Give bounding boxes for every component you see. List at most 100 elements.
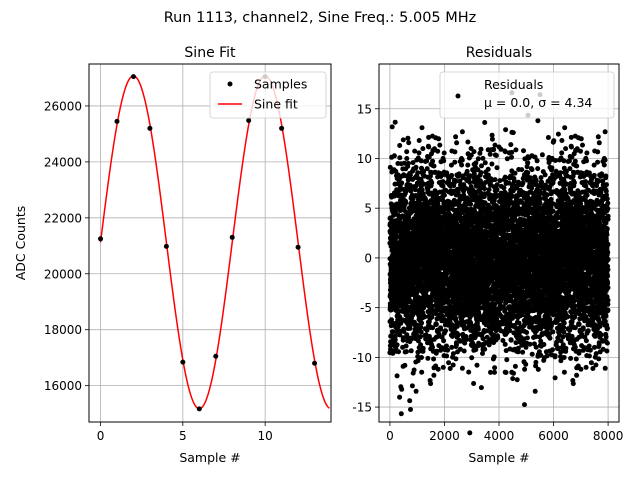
residual-point	[405, 135, 411, 141]
residual-point	[390, 329, 396, 335]
residual-point	[494, 187, 500, 193]
residual-point	[430, 158, 436, 164]
residual-point	[407, 172, 413, 178]
residual-point	[413, 164, 419, 170]
residual-point	[482, 180, 488, 185]
residual-point	[426, 134, 432, 140]
residual-point	[473, 160, 479, 166]
residual-point	[424, 166, 430, 172]
residual-point	[429, 180, 435, 186]
sine-fit-x-axis-label: Sample #	[179, 450, 240, 465]
residual-point	[389, 333, 394, 339]
residual-point	[520, 180, 526, 186]
residual-point	[420, 345, 426, 351]
residual-point	[404, 149, 410, 155]
residual-point	[485, 166, 491, 172]
residual-point	[519, 167, 525, 173]
residual-point	[509, 154, 514, 160]
residual-point	[401, 160, 407, 166]
residual-point	[428, 381, 434, 387]
residual-point	[419, 125, 425, 131]
residual-point	[502, 174, 508, 180]
residual-point	[475, 326, 481, 332]
residual-point	[487, 151, 493, 157]
residual-point	[495, 335, 501, 341]
residual-point	[494, 165, 500, 171]
residual-point	[471, 381, 477, 386]
residual-point	[436, 136, 442, 142]
residual-point	[502, 341, 508, 347]
residual-point	[477, 150, 483, 156]
residual-point	[478, 146, 484, 152]
residual-point	[503, 370, 509, 375]
residual-point	[454, 140, 460, 146]
sample-point	[196, 406, 202, 412]
residual-point	[444, 353, 450, 359]
sine-fit-y-tick-label: 26000	[44, 99, 82, 113]
residual-point	[508, 142, 514, 148]
residual-point	[475, 156, 481, 162]
residual-point	[419, 187, 425, 193]
residual-point	[415, 354, 421, 359]
residual-point	[480, 155, 486, 161]
residual-point	[467, 430, 473, 436]
residual-point	[419, 355, 424, 360]
sample-point	[295, 244, 301, 250]
residual-point	[441, 207, 447, 213]
residual-point	[403, 198, 409, 204]
residual-point	[512, 363, 518, 369]
residual-point	[456, 171, 462, 177]
residual-point	[425, 355, 431, 361]
legend-samples-marker	[227, 81, 233, 87]
residual-point	[418, 342, 424, 348]
residual-point	[471, 171, 477, 177]
residual-point	[459, 365, 465, 371]
sample-point	[229, 234, 235, 240]
residual-point	[483, 328, 489, 334]
residual-point	[411, 367, 417, 373]
residual-point	[389, 317, 394, 323]
residual-point	[503, 127, 509, 133]
residual-point	[435, 148, 441, 154]
residual-point	[394, 342, 400, 348]
residual-point	[482, 346, 488, 352]
residual-point	[443, 328, 448, 334]
residual-point	[437, 142, 443, 148]
residual-point	[465, 162, 471, 168]
residual-point	[419, 320, 425, 326]
residual-point	[416, 138, 422, 143]
sine-fit-y-tick-label: 22000	[44, 211, 82, 225]
residual-point	[510, 130, 516, 136]
residual-point	[510, 376, 516, 382]
residual-point	[452, 159, 458, 165]
legend-samples-label: Samples	[254, 77, 307, 92]
residual-point	[402, 362, 408, 368]
residual-point	[418, 324, 424, 330]
residual-point	[489, 132, 495, 138]
residual-point	[433, 321, 439, 327]
residual-point	[438, 325, 444, 331]
residual-point	[400, 335, 406, 341]
residual-point	[441, 158, 447, 164]
residual-point	[492, 365, 498, 371]
residual-point	[431, 356, 437, 362]
sample-point	[163, 243, 169, 249]
residual-point	[422, 314, 428, 320]
residual-point	[431, 163, 437, 169]
residual-point	[460, 318, 465, 324]
residual-point	[459, 129, 465, 135]
residual-point	[463, 337, 469, 343]
residual-point	[492, 369, 497, 375]
residual-point	[447, 366, 453, 371]
residual-point	[520, 349, 526, 355]
residual-point	[469, 355, 475, 361]
sine-fit-legend: Samples Sine fit	[209, 71, 327, 119]
sample-point	[147, 125, 153, 131]
sample-point	[213, 353, 219, 359]
legend-sine-fit-label: Sine fit	[254, 97, 298, 112]
residual-point	[403, 343, 409, 349]
residual-point	[480, 336, 486, 342]
sine-fit-y-tick-label: 20000	[44, 267, 82, 281]
residual-point	[397, 394, 403, 400]
residual-point	[413, 388, 419, 394]
